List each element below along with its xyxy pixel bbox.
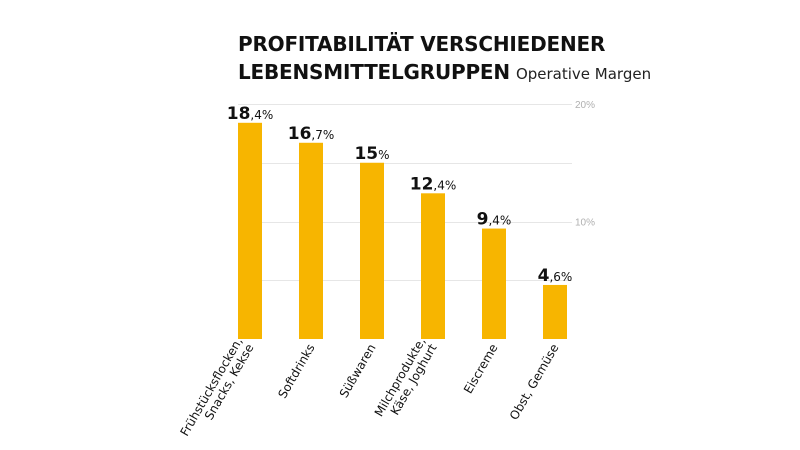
- x-tick-label: Milchprodukte,Käse, Joghurt: [372, 335, 440, 426]
- bar: [482, 228, 506, 339]
- data-label: 12,4%: [410, 174, 457, 194]
- data-label: 4,6%: [538, 266, 573, 286]
- bar: [238, 122, 262, 339]
- chart-title-line-2: LEBENSMITTELGRUPPEN: [238, 60, 510, 84]
- x-tick-label: Süßwaren: [337, 342, 379, 401]
- bar-layer: [238, 122, 567, 339]
- y-tick-label: 10%: [575, 218, 595, 229]
- grid-layer: 20% 10%: [238, 100, 595, 281]
- bar: [543, 284, 567, 339]
- value-label-layer: 18,4% 16,7% 15% 12,4% 9,4% 4,6%: [227, 104, 573, 286]
- data-label: 16,7%: [288, 124, 335, 144]
- x-tick-label: Obst, Gemüse: [507, 342, 562, 423]
- y-tick-label: 20%: [575, 100, 595, 111]
- x-tick-label: Softdrinks: [275, 342, 317, 401]
- bar: [421, 193, 445, 339]
- x-tick-label: Frühstücksflocken,Snacks, Kekse: [178, 335, 257, 445]
- data-label: 9,4%: [477, 210, 512, 230]
- chart-subtitle: Operative Margen: [516, 65, 651, 83]
- chart-title-line-1: PROFITABILITÄT VERSCHIEDENER: [238, 32, 605, 56]
- category-label-layer: Frühstücksflocken,Snacks, Kekse Softdrink…: [178, 335, 562, 445]
- data-label: 15%: [354, 144, 389, 164]
- x-tick-label: Eiscreme: [461, 342, 501, 397]
- bar: [360, 162, 384, 339]
- chart-title: PROFITABILITÄT VERSCHIEDENER LEBENSMITTE…: [238, 32, 651, 84]
- data-label: 18,4%: [227, 104, 274, 124]
- bar: [299, 142, 323, 339]
